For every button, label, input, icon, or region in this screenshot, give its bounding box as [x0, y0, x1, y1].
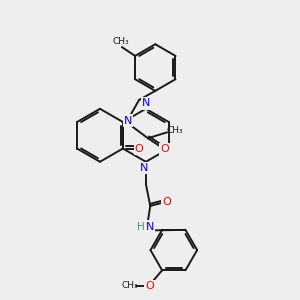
- Text: H: H: [137, 222, 145, 232]
- Text: N: N: [142, 98, 150, 109]
- Text: N: N: [140, 163, 148, 173]
- Text: CH₃: CH₃: [167, 126, 184, 135]
- Text: O: O: [160, 144, 169, 154]
- Text: O: O: [135, 143, 143, 154]
- Text: O: O: [146, 280, 154, 291]
- Text: O: O: [162, 196, 171, 206]
- Text: N: N: [146, 222, 154, 232]
- Text: CH₃: CH₃: [122, 281, 138, 290]
- Text: CH₃: CH₃: [112, 37, 129, 46]
- Text: N: N: [124, 116, 132, 126]
